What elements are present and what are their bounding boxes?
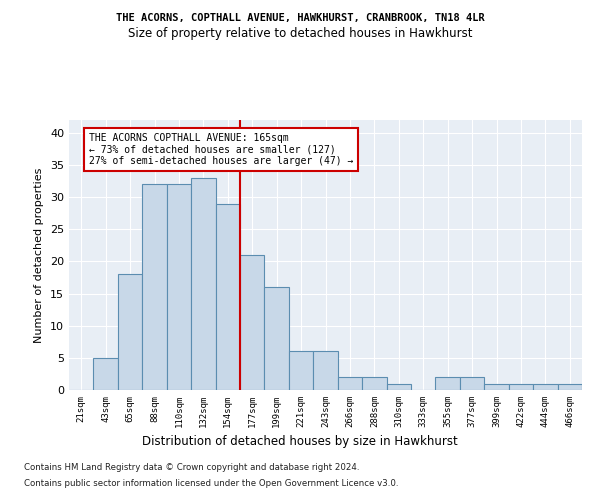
Bar <box>484 384 509 390</box>
Bar <box>289 352 313 390</box>
Bar <box>338 377 362 390</box>
Bar <box>240 255 265 390</box>
Text: Size of property relative to detached houses in Hawkhurst: Size of property relative to detached ho… <box>128 28 472 40</box>
Bar <box>362 377 386 390</box>
Text: Contains HM Land Registry data © Crown copyright and database right 2024.: Contains HM Land Registry data © Crown c… <box>24 462 359 471</box>
Bar <box>118 274 142 390</box>
Bar <box>265 287 289 390</box>
Bar <box>436 377 460 390</box>
Text: THE ACORNS, COPTHALL AVENUE, HAWKHURST, CRANBROOK, TN18 4LR: THE ACORNS, COPTHALL AVENUE, HAWKHURST, … <box>116 12 484 22</box>
Text: Distribution of detached houses by size in Hawkhurst: Distribution of detached houses by size … <box>142 435 458 448</box>
Bar <box>313 352 338 390</box>
Text: Contains public sector information licensed under the Open Government Licence v3: Contains public sector information licen… <box>24 479 398 488</box>
Bar <box>215 204 240 390</box>
Bar <box>167 184 191 390</box>
Bar <box>191 178 215 390</box>
Y-axis label: Number of detached properties: Number of detached properties <box>34 168 44 342</box>
Bar <box>460 377 484 390</box>
Bar <box>386 384 411 390</box>
Text: THE ACORNS COPTHALL AVENUE: 165sqm
← 73% of detached houses are smaller (127)
27: THE ACORNS COPTHALL AVENUE: 165sqm ← 73%… <box>89 133 353 166</box>
Bar <box>533 384 557 390</box>
Bar <box>142 184 167 390</box>
Bar <box>557 384 582 390</box>
Bar <box>94 358 118 390</box>
Bar <box>509 384 533 390</box>
